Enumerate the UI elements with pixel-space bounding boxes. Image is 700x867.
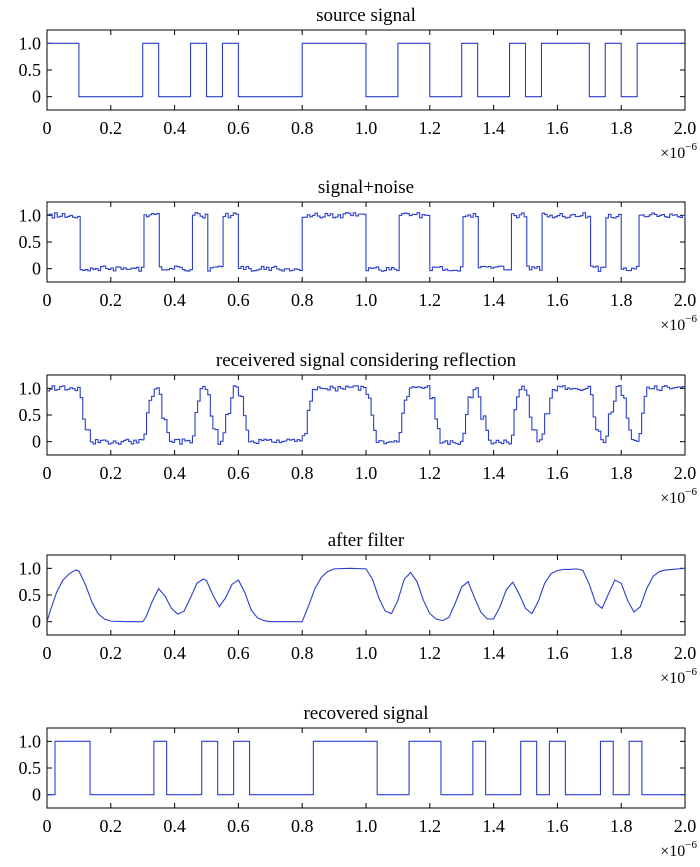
y-tick-label: 0.5 bbox=[19, 405, 42, 425]
panel-title: signal+noise bbox=[318, 177, 414, 198]
signal-line bbox=[47, 42, 685, 98]
x-tick-label: 0.2 bbox=[100, 816, 123, 836]
y-tick-label: 0 bbox=[32, 259, 41, 279]
y-tick-label: 1.0 bbox=[19, 33, 42, 53]
x-tick-label: 0.8 bbox=[291, 290, 314, 310]
x-tick-label: 0.8 bbox=[291, 643, 314, 663]
x-tick-label: 1.4 bbox=[482, 463, 505, 483]
x-tick-label: 0.2 bbox=[100, 643, 123, 663]
x-tick-label: 0 bbox=[43, 290, 52, 310]
x-exponent-label: ×10−6 bbox=[660, 313, 697, 334]
x-tick-label: 0.6 bbox=[227, 816, 250, 836]
x-tick-label: 1.4 bbox=[482, 290, 505, 310]
panel-5: recovered signal 0 0.2 0.4 0.6 0.8 1.0 1.2 1.4 1.… bbox=[19, 703, 698, 860]
y-tick-label: 1.0 bbox=[19, 731, 42, 751]
x-tick-label: 1.6 bbox=[546, 643, 569, 663]
x-tick-label: 1.4 bbox=[482, 816, 505, 836]
y-tick-label: 0 bbox=[32, 612, 41, 632]
panel-title: receivered signal considering reflection bbox=[216, 350, 517, 371]
x-tick-label: 1.8 bbox=[610, 290, 633, 310]
x-tick-label: 2.0 bbox=[674, 816, 697, 836]
x-tick-label: 1.6 bbox=[546, 816, 569, 836]
x-tick-label: 0.2 bbox=[100, 118, 123, 138]
x-tick-label: 2.0 bbox=[674, 118, 697, 138]
x-tick-label: 1.8 bbox=[610, 816, 633, 836]
x-tick-label: 0.4 bbox=[163, 643, 186, 663]
x-tick-label: 0 bbox=[43, 643, 52, 663]
plot-frame bbox=[46, 554, 686, 636]
x-tick-label: 2.0 bbox=[674, 463, 697, 483]
y-tick-label: 0 bbox=[32, 785, 41, 805]
x-tick-label: 1.8 bbox=[610, 643, 633, 663]
x-tick-label: 1.2 bbox=[419, 816, 442, 836]
x-tick-label: 0 bbox=[43, 463, 52, 483]
y-tick-label: 1.0 bbox=[19, 205, 42, 225]
x-tick-label: 0.2 bbox=[100, 290, 123, 310]
signal-line bbox=[47, 212, 686, 272]
panel-1: source signal 0 0.2 0.4 0.6 0.8 1.0 1.2 1.4 1.6 1.… bbox=[19, 5, 698, 162]
plot-frame bbox=[46, 727, 686, 809]
x-exponent-label: ×10−6 bbox=[660, 486, 697, 507]
y-tick-label: 1.0 bbox=[19, 558, 42, 578]
x-tick-label: 1.0 bbox=[355, 118, 378, 138]
y-tick-label: 0 bbox=[32, 87, 41, 107]
x-exponent-label: ×10−6 bbox=[660, 666, 697, 687]
y-tick-label: 0 bbox=[32, 432, 41, 452]
x-tick-label: 0.4 bbox=[163, 816, 186, 836]
x-tick-label: 2.0 bbox=[674, 290, 697, 310]
x-tick-label: 0.4 bbox=[163, 290, 186, 310]
x-tick-label: 0.6 bbox=[227, 118, 250, 138]
panel-title: source signal bbox=[316, 5, 416, 26]
x-tick-label: 0.8 bbox=[291, 816, 314, 836]
x-tick-label: 0.8 bbox=[291, 118, 314, 138]
x-tick-label: 1.8 bbox=[610, 118, 633, 138]
x-tick-label: 1.0 bbox=[355, 290, 378, 310]
x-tick-label: 0 bbox=[43, 118, 52, 138]
y-tick-label: 1.0 bbox=[19, 378, 42, 398]
x-exponent-label: ×10−6 bbox=[660, 839, 697, 860]
x-tick-label: 1.6 bbox=[546, 118, 569, 138]
x-tick-label: 0.8 bbox=[291, 463, 314, 483]
y-tick-label: 0.5 bbox=[19, 232, 42, 252]
y-tick-label: 0.5 bbox=[19, 758, 42, 778]
x-tick-label: 1.2 bbox=[419, 290, 442, 310]
x-tick-label: 1.6 bbox=[546, 463, 569, 483]
x-tick-label: 2.0 bbox=[674, 643, 697, 663]
x-tick-label: 0.6 bbox=[227, 290, 250, 310]
x-tick-label: 1.2 bbox=[419, 463, 442, 483]
y-tick-label: 0.5 bbox=[19, 60, 42, 80]
panel-4: after filter 0 0.2 0.4 0.6 0.8 1.0 1.2 1.4 1.6 1.8… bbox=[19, 530, 698, 687]
x-tick-label: 1.0 bbox=[355, 463, 378, 483]
x-tick-label: 1.8 bbox=[610, 463, 633, 483]
x-tick-label: 1.4 bbox=[482, 643, 505, 663]
x-tick-label: 0.4 bbox=[163, 118, 186, 138]
panel-title: after filter bbox=[328, 530, 405, 551]
y-tick-label: 0.5 bbox=[19, 585, 42, 605]
panel-2: signal+noise 0 0.2 0.4 0.6 0.8 1.0 1.2 1.4 1.6 1.8… bbox=[19, 177, 698, 334]
x-tick-label: 0 bbox=[43, 816, 52, 836]
panel-title: recovered signal bbox=[303, 703, 428, 724]
x-exponent-label: ×10−6 bbox=[660, 141, 697, 162]
x-tick-label: 1.4 bbox=[482, 118, 505, 138]
signal-line bbox=[47, 385, 686, 445]
x-tick-label: 0.6 bbox=[227, 643, 250, 663]
x-tick-label: 0.6 bbox=[227, 463, 250, 483]
x-tick-label: 1.0 bbox=[355, 816, 378, 836]
x-tick-label: 0.4 bbox=[163, 463, 186, 483]
signal-line bbox=[47, 740, 685, 796]
panel-3: receivered signal considering reflection… bbox=[19, 350, 698, 507]
signal-line bbox=[46, 567, 686, 623]
x-tick-label: 0.2 bbox=[100, 463, 123, 483]
x-tick-label: 1.6 bbox=[546, 290, 569, 310]
x-tick-label: 1.2 bbox=[419, 643, 442, 663]
x-tick-label: 1.0 bbox=[355, 643, 378, 663]
x-tick-label: 1.2 bbox=[419, 118, 442, 138]
